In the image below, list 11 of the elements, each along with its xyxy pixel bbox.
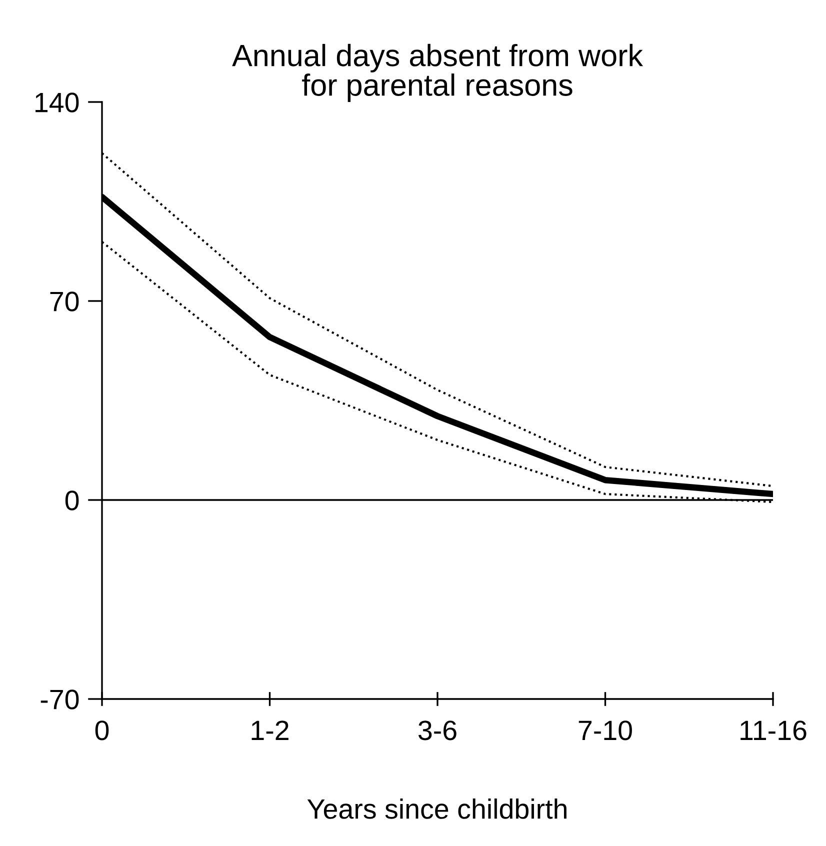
- x-tick-label: 3-6: [418, 720, 456, 740]
- x-tick-label: 7-10: [578, 720, 632, 740]
- y-tick-label: 70: [50, 292, 79, 312]
- x-tick-label: 1-2: [252, 720, 288, 740]
- chart-title: Annual days absent from work for parental reasons: [232, 44, 644, 102]
- y-tick-label: 140: [36, 92, 79, 112]
- x-tick-label: 11-16: [740, 720, 806, 740]
- x-tick-label: 0: [95, 720, 109, 740]
- y-tick-label: -70: [40, 690, 79, 710]
- y-tick-label: 0: [65, 490, 79, 510]
- x-axis-title: Years since childbirth: [307, 798, 566, 819]
